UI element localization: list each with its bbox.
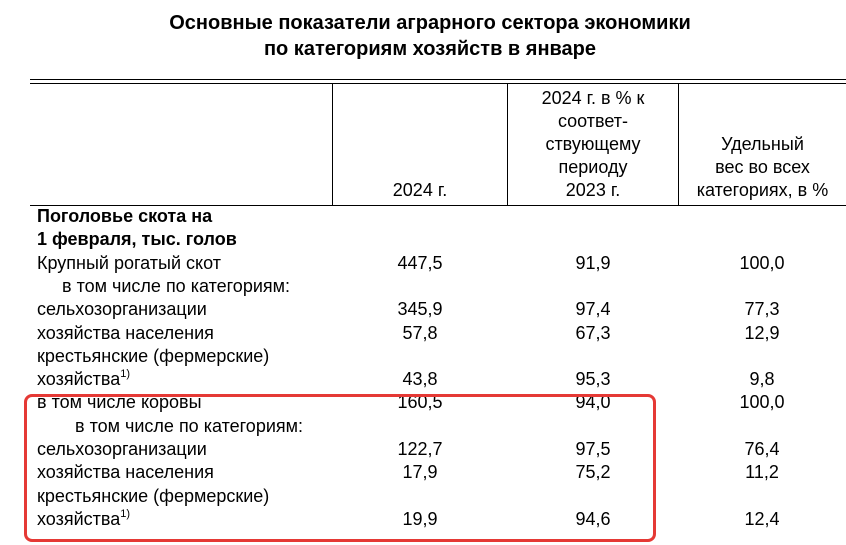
row-label: в том числе по категориям:	[75, 415, 303, 438]
rule	[30, 83, 846, 84]
row-label: сельхозорганизации	[37, 298, 207, 321]
column-header: ствующему	[545, 134, 641, 154]
cell-value: 67,3	[575, 322, 611, 343]
cell-value: 57,8	[402, 322, 438, 343]
label-text: крестьянские (фермерские)	[37, 345, 270, 366]
column-header: Удельный	[721, 134, 804, 154]
col-line	[332, 84, 333, 205]
highlight	[24, 394, 656, 542]
cell-value: 94,6	[575, 508, 611, 529]
label-text: в том числе коровы	[37, 392, 202, 413]
row-label: хозяйства населения	[37, 322, 214, 345]
column-header: 2024 г.	[392, 180, 448, 200]
label-text: крестьянские (фермерские)	[37, 485, 270, 506]
cell-value: 97,4	[575, 299, 611, 320]
cell-value: 75,2	[575, 462, 611, 483]
row-label: Поголовье скота на	[37, 205, 212, 228]
footnote-mark: 1)	[120, 507, 131, 520]
title: по категориям хозяйств в январе	[263, 38, 597, 60]
column-header: периоду	[558, 157, 628, 177]
footnote-mark: 1)	[120, 368, 131, 381]
cell-value: 97,5	[575, 439, 611, 459]
col-line	[678, 84, 679, 205]
row-label: хозяйства1)	[37, 368, 130, 391]
cell-value: 94,0	[575, 392, 611, 413]
row-label: в том числе по категориям:	[62, 275, 290, 298]
column-header: вес во всех	[715, 157, 810, 177]
row-label: хозяйства1)	[37, 508, 130, 531]
cell-value: 95,3	[575, 369, 611, 390]
cell-value: 447,5	[397, 252, 443, 273]
label-text: сельхозорганизации	[37, 299, 207, 320]
cell-value: 122,7	[397, 439, 443, 459]
row-label: крестьянские (фермерские)	[37, 485, 269, 508]
row-label: Крупный рогатый скот	[37, 252, 221, 275]
cell-value: 19,9	[402, 508, 438, 529]
label-text: сельхозорганизации	[37, 439, 207, 459]
rule	[30, 79, 846, 80]
row-label: крестьянские (фермерские)	[37, 345, 269, 368]
label-text: хозяйства	[37, 508, 121, 529]
cell-value: 12,9	[744, 322, 780, 343]
label-text: Поголовье скота на	[37, 206, 213, 226]
cell-value: 17,9	[402, 462, 438, 483]
label-text: хозяйства населения	[37, 462, 214, 483]
cell-value: 100,0	[739, 392, 785, 413]
cell-value: 345,9	[397, 299, 443, 320]
column-header: 2024 г. в % к	[541, 88, 645, 108]
row-label: в том числе коровы	[37, 391, 202, 414]
col-line	[507, 84, 508, 205]
cell-value: 76,4	[744, 439, 780, 459]
cell-value: 12,4	[744, 508, 780, 529]
row-label: сельхозорганизации	[37, 438, 207, 461]
cell-value: 160,5	[397, 392, 443, 413]
label-text: хозяйства	[37, 369, 121, 390]
column-header: категориях, в %	[696, 180, 829, 200]
cell-value: 100,0	[739, 252, 785, 273]
cell-value: 43,8	[402, 369, 438, 390]
cell-value: 77,3	[744, 299, 780, 320]
label-text: в том числе по категориям:	[75, 415, 304, 436]
row-label: хозяйства населения	[37, 461, 214, 484]
label-text: хозяйства населения	[37, 322, 214, 343]
row-label: 1 февраля, тыс. голов	[37, 228, 237, 251]
cell-value: 9,8	[749, 369, 775, 390]
rule	[30, 205, 846, 206]
cell-value: 91,9	[575, 252, 611, 273]
label-text: Крупный рогатый скот	[37, 252, 221, 273]
title: Основные показатели аграрного сектора эк…	[169, 12, 691, 34]
column-header: соответ-	[557, 111, 629, 131]
label-text: 1 февраля, тыс. голов	[37, 229, 237, 250]
label-text: в том числе по категориям:	[62, 275, 291, 296]
column-header: 2023 г.	[565, 180, 621, 200]
cell-value: 11,2	[745, 462, 779, 483]
